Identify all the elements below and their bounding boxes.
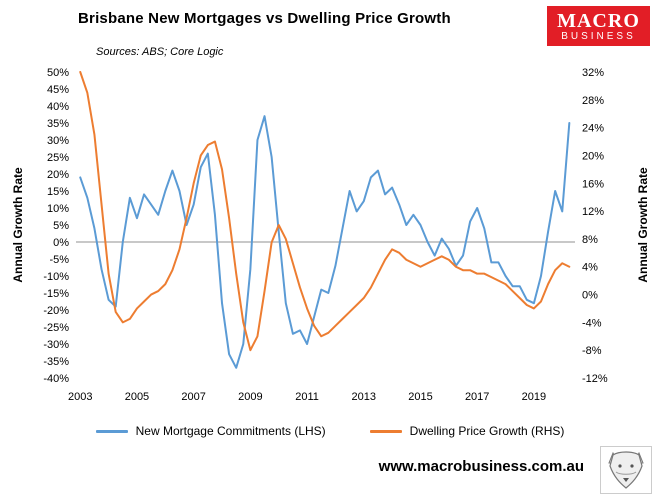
lhs-tick-label: -15% [43, 288, 69, 300]
lhs-tick-label: -25% [43, 322, 69, 334]
rhs-tick-label: -4% [582, 317, 602, 329]
lhs-tick-label: 15% [47, 186, 69, 198]
lhs-tick-label: 0% [53, 237, 69, 249]
lhs-tick-label: -35% [43, 356, 69, 368]
lhs-tick-label: 5% [53, 220, 69, 232]
chart-legend: New Mortgage Commitments (LHS) Dwelling … [0, 424, 660, 438]
x-tick-label: 2013 [352, 391, 376, 403]
lhs-tick-label: -20% [43, 305, 69, 317]
lhs-tick-label: 20% [47, 169, 69, 181]
x-tick-label: 2007 [181, 391, 205, 403]
lhs-tick-label: 25% [47, 152, 69, 164]
legend-swatch-blue [95, 429, 128, 433]
lhs-tick-label: 10% [47, 203, 69, 215]
series-line-0 [79, 115, 571, 369]
rhs-tick-label: 28% [582, 95, 604, 107]
rhs-tick-label: 32% [582, 67, 604, 79]
lhs-tick-label: 45% [47, 84, 69, 96]
page-title: Brisbane New Mortgages vs Dwelling Price… [78, 10, 451, 27]
legend-label-mortgages: New Mortgage Commitments (LHS) [135, 424, 326, 438]
legend-item-mortgages: New Mortgage Commitments (LHS) [95, 424, 326, 438]
rhs-tick-label: 12% [582, 206, 604, 218]
chart-plot: 50% 45% 40% 35% 30% 25% 20% 15% 10% 5% 0% -5% -10% -1… [43, 67, 608, 403]
logo-text-business: BUSINESS [561, 30, 636, 42]
rhs-tick-label: 20% [582, 150, 604, 162]
logo-text-macro: MACRO [557, 9, 640, 32]
x-tick-label: 2015 [408, 391, 432, 403]
website-url[interactable]: www.macrobusiness.com.au [378, 458, 584, 475]
lhs-tick-label: -5% [49, 254, 69, 266]
rhs-tick-label: 4% [582, 262, 598, 274]
x-tick-label: 2011 [295, 391, 319, 403]
wolf-sketch-icon [608, 451, 644, 489]
rhs-tick-label: -12% [582, 373, 608, 385]
lhs-tick-label: 50% [47, 67, 69, 79]
lhs-tick-label: 30% [47, 135, 69, 147]
x-tick-label: 2009 [238, 391, 262, 403]
x-tick-label: 2003 [68, 391, 92, 403]
series-line-1 [79, 71, 571, 352]
lhs-tick-label: 40% [47, 101, 69, 113]
legend-item-prices: Dwelling Price Growth (RHS) [369, 424, 565, 438]
macrobusiness-logo: MACRO BUSINESS [547, 6, 650, 46]
lhs-tick-label: 35% [47, 118, 69, 130]
chart-sources: Sources: ABS; Core Logic [96, 46, 224, 58]
x-tick-label: 2005 [125, 391, 149, 403]
legend-label-prices: Dwelling Price Growth (RHS) [409, 424, 565, 438]
x-tick-label: 2019 [522, 391, 546, 403]
x-tick-label: 2017 [465, 391, 489, 403]
wolf-logo [600, 446, 652, 494]
lhs-tick-label: -40% [43, 373, 69, 385]
rhs-tick-label: -8% [582, 345, 602, 357]
rhs-tick-label: 8% [582, 234, 598, 246]
lhs-tick-label: -30% [43, 339, 69, 351]
rhs-tick-label: 0% [582, 290, 598, 302]
lhs-tick-label: -10% [43, 271, 69, 283]
legend-swatch-orange [369, 429, 402, 433]
rhs-tick-label: 16% [582, 178, 604, 190]
rhs-tick-label: 24% [582, 123, 604, 135]
